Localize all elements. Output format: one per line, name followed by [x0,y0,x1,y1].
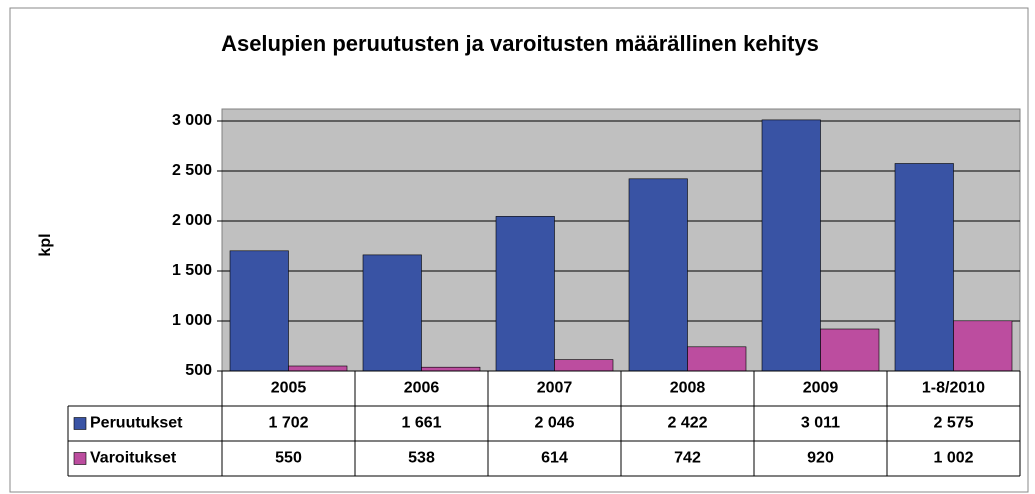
y-tick-label: 2 500 [172,162,212,179]
legend-swatch [73,452,87,465]
y-tick-label: 500 [185,362,212,379]
y-axis-label: kpl [37,233,54,256]
x-tick-label: 2005 [271,380,307,397]
bar [554,359,614,372]
table-value: 614 [541,450,568,467]
y-tick-label: 2 000 [172,212,212,229]
bar [229,250,289,372]
table-value: 1 702 [268,415,308,432]
bar [820,328,880,372]
x-tick-label: 1-8/2010 [922,380,985,397]
bar [628,178,688,372]
x-tick-label: 2006 [404,380,440,397]
table-value: 2 575 [933,415,973,432]
legend-label: Varoitukset [90,450,177,467]
legend-swatch [73,417,87,430]
legend-label: Peruutukset [90,415,183,432]
plot-area [221,108,1021,372]
bar [687,346,747,372]
bar [953,320,1013,372]
table-value: 1 661 [401,415,441,432]
table-value: 2 046 [534,415,574,432]
bar [761,119,821,372]
table-value: 538 [408,450,435,467]
table-value: 3 011 [801,415,840,432]
table-value: 742 [674,450,701,467]
table-value: 920 [807,450,834,467]
table-value: 1 002 [933,450,973,467]
y-tick-label: 3 000 [172,112,212,129]
table-value: 550 [275,450,302,467]
x-tick-label: 2009 [803,380,839,397]
x-tick-label: 2007 [537,380,573,397]
bar [288,365,348,372]
bar [894,163,954,372]
table-value: 2 422 [667,415,707,432]
bar [362,254,422,372]
y-tick-label: 1 500 [172,262,212,279]
y-tick-label: 1 000 [172,312,212,329]
bar [495,216,555,372]
chart-title: Aselupien peruutusten ja varoitusten mää… [221,31,819,56]
x-tick-label: 2008 [670,380,706,397]
bar [421,366,481,372]
